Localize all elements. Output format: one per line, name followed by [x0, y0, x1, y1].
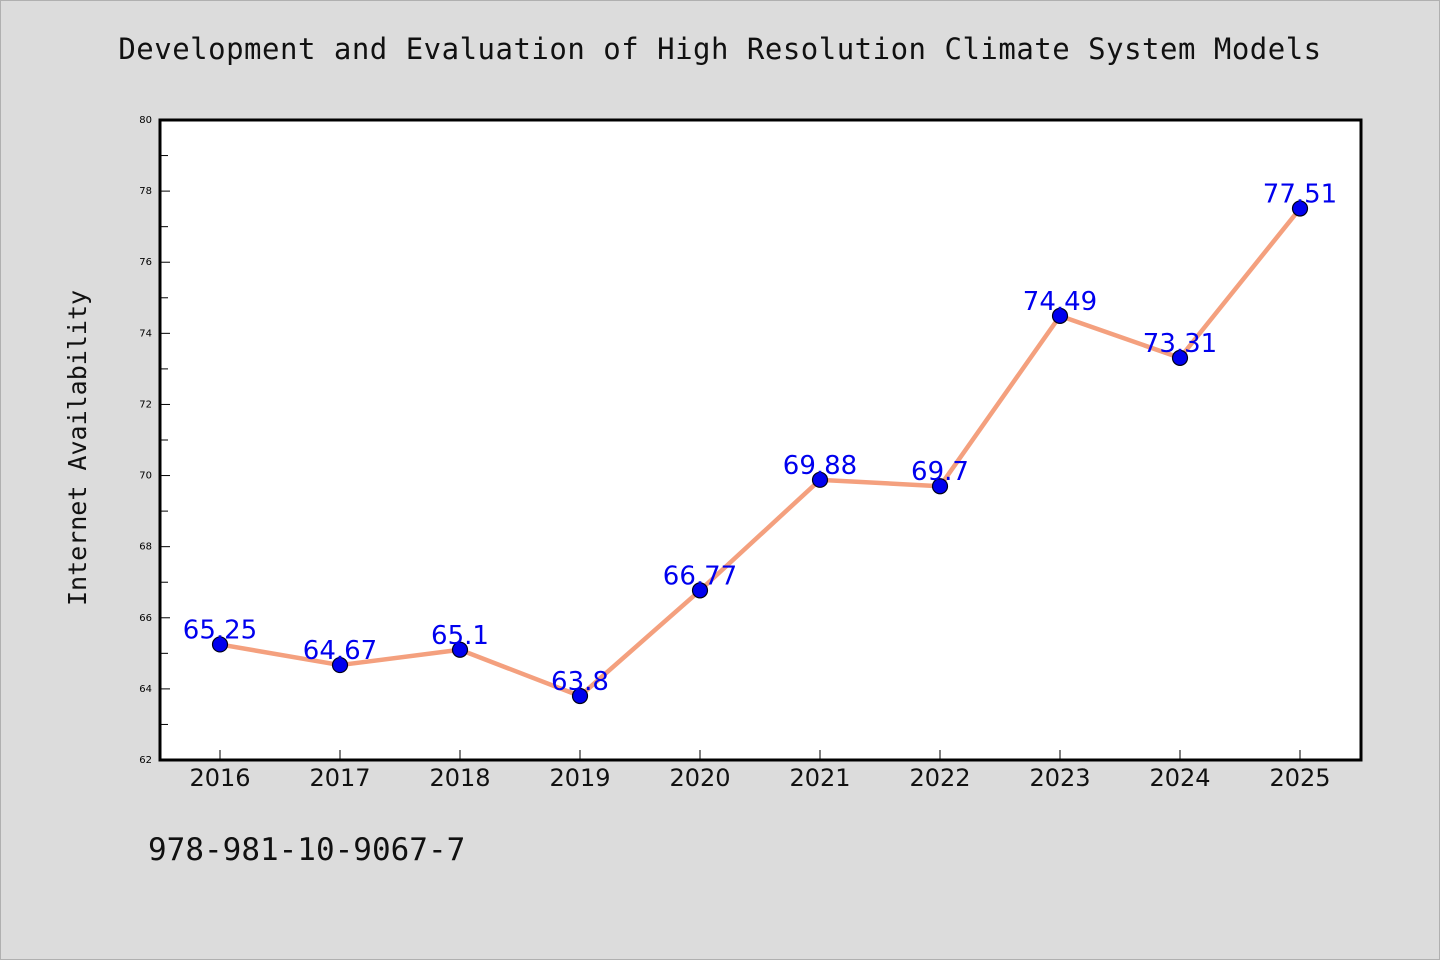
x-tick-label: 2018: [429, 764, 490, 792]
data-point: [451, 641, 469, 658]
isbn-text: 978-981-10-9067-7: [148, 832, 466, 868]
x-tick-label: 2024: [1149, 764, 1210, 792]
plot-area: [158, 118, 1363, 762]
x-tick-label: 2022: [909, 764, 970, 792]
x-axis-ticks: 2016 2017 2018 2019 2020 2021 2022 2023 2024 2025: [189, 750, 1331, 792]
data-point: [1051, 307, 1069, 325]
data-label: 66.77: [663, 561, 737, 591]
series-markers: [211, 200, 1309, 705]
x-tick-label: 2025: [1269, 764, 1330, 792]
data-point: [691, 582, 709, 599]
data-label: 63.8: [551, 667, 609, 697]
data-point: [811, 471, 829, 488]
x-tick-label: 2017: [309, 764, 370, 792]
data-point: [211, 636, 229, 653]
x-tick-label: 2020: [669, 764, 730, 792]
data-label: 65.25: [183, 615, 257, 645]
data-point: [571, 687, 589, 705]
y-tick-label: 62: [139, 755, 152, 766]
data-point: [1171, 349, 1189, 366]
x-tick-label: 2019: [549, 764, 610, 792]
y-tick-label: 76: [139, 257, 152, 268]
data-label: 64.67: [303, 636, 377, 666]
series-line: [219, 207, 1302, 699]
data-point: [931, 478, 949, 495]
data-label: 65.1: [431, 621, 489, 651]
data-labels: 65.25 64.67 65.1 63.8 66.77 69.88 69.7 74.49 73.…: [183, 180, 1337, 697]
data-label: 69.88: [783, 451, 857, 481]
y-tick-label: 80: [139, 115, 152, 126]
y-tick-label: 72: [139, 399, 152, 410]
y-tick-label: 70: [139, 471, 152, 482]
chart-title: Development and Evaluation of High Resol…: [118, 32, 1322, 66]
x-tick-label: 2016: [189, 764, 250, 792]
x-tick-label: 2023: [1029, 764, 1090, 792]
y-minor-ticks: [160, 155, 168, 725]
y-tick-label: 66: [139, 613, 152, 624]
y-tick-label: 68: [139, 542, 152, 553]
data-label: 77.51: [1263, 180, 1337, 210]
data-point: [1291, 200, 1309, 217]
y-axis-ticks: 62 64 66 68 70 72 74 76 78 80: [139, 115, 170, 766]
data-label: 73.31: [1143, 329, 1217, 359]
data-label: 74.49: [1023, 287, 1097, 317]
y-tick-label: 78: [139, 186, 152, 197]
y-axis-label: Internet Availability: [63, 290, 92, 606]
x-tick-label: 2021: [789, 764, 850, 792]
data-label: 69.7: [911, 457, 969, 487]
data-point: [331, 656, 349, 674]
y-tick-label: 64: [139, 684, 152, 695]
y-tick-label: 74: [139, 328, 152, 339]
